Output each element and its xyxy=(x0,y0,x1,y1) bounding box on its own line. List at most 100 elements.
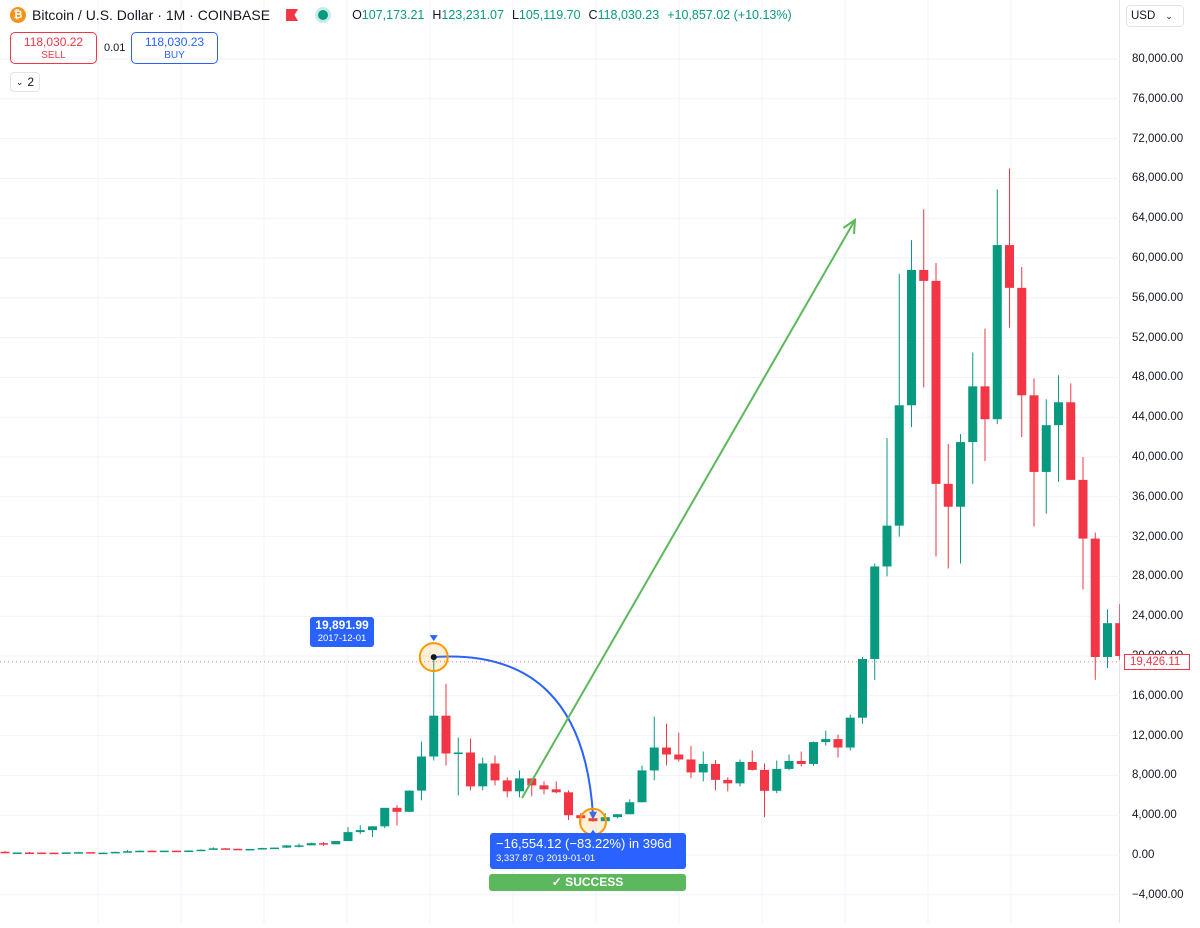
candle-body xyxy=(625,802,635,815)
candle xyxy=(845,714,855,751)
candle xyxy=(894,273,904,537)
candle xyxy=(270,847,279,850)
close-value: 118,030.23 xyxy=(597,8,660,22)
candle-body xyxy=(833,739,843,748)
candle-body xyxy=(404,790,414,812)
candle-body xyxy=(233,848,243,851)
candle xyxy=(0,850,10,854)
high-label: H xyxy=(432,8,442,22)
candle xyxy=(625,799,635,815)
y-tick-label: 4,000.00 xyxy=(1132,809,1177,822)
indicators-toggle[interactable]: ⌄ 2 xyxy=(10,72,40,92)
candle xyxy=(441,683,451,766)
sell-button[interactable]: 118,030.22 SELL xyxy=(10,32,97,64)
success-badge: ✓ SUCCESS xyxy=(489,874,686,891)
candle-body xyxy=(147,850,157,853)
high-value: 123,231.07 xyxy=(441,8,504,22)
candle xyxy=(61,852,71,854)
candle xyxy=(257,847,267,850)
candle-body xyxy=(466,752,475,787)
high-annotation-value: 19,891.99 xyxy=(315,618,369,632)
candle-body xyxy=(796,760,806,764)
drawdown-arc xyxy=(433,655,594,816)
y-tick-label: 48,000.00 xyxy=(1132,371,1184,384)
candle xyxy=(159,850,169,853)
high-marker-pointer xyxy=(429,635,438,642)
currency-label: USD xyxy=(1131,10,1156,22)
bitcoin-icon: ₿ xyxy=(10,7,26,23)
candle xyxy=(760,763,769,818)
candle-body xyxy=(711,763,720,780)
projection-arrowhead xyxy=(842,218,857,235)
candle-body xyxy=(282,845,292,848)
candle xyxy=(515,770,524,798)
candle xyxy=(747,750,757,771)
candle xyxy=(551,781,561,794)
candle xyxy=(368,826,377,838)
candle xyxy=(674,732,684,762)
candle xyxy=(135,850,145,853)
candle xyxy=(282,845,292,849)
candle-body xyxy=(772,768,782,791)
candle-body xyxy=(355,830,365,833)
candle-body xyxy=(490,763,500,781)
candle-body xyxy=(760,769,769,791)
candle xyxy=(686,746,696,779)
candle-body xyxy=(649,747,659,771)
ohlc-readout: O107,173.21 H123,231.07 L105,119.70 C118… xyxy=(352,8,792,22)
candle xyxy=(343,827,353,842)
candle-body xyxy=(184,850,194,853)
candle xyxy=(649,716,659,781)
candle xyxy=(404,790,414,813)
sell-label: SELL xyxy=(41,50,66,61)
candle-body xyxy=(25,852,34,855)
arc-arrowhead xyxy=(589,811,597,820)
candle-body xyxy=(613,814,622,818)
candle xyxy=(502,777,512,798)
candle xyxy=(735,759,745,787)
candle-body xyxy=(417,756,426,791)
open-label: O xyxy=(352,8,362,22)
y-tick-label: 0.00 xyxy=(1132,849,1155,861)
candle-body xyxy=(1078,479,1088,539)
last-price-label: 19,426.11 xyxy=(1124,653,1190,670)
candle-body xyxy=(123,851,132,853)
candle xyxy=(1103,609,1112,668)
candle-body xyxy=(0,851,10,854)
candle xyxy=(221,848,230,850)
y-tick-label: 72,000.00 xyxy=(1132,132,1184,145)
chart-plot-area[interactable] xyxy=(0,0,1137,923)
candle xyxy=(49,852,59,855)
candle-body xyxy=(441,715,451,754)
high-annotation-label[interactable]: 19,891.99 2017-12-01 xyxy=(310,617,374,647)
candle-body xyxy=(12,852,22,855)
candle xyxy=(355,825,365,835)
candle-body xyxy=(331,841,341,845)
candle-body xyxy=(502,780,512,792)
currency-selector[interactable]: USD ⌄ xyxy=(1126,5,1184,27)
candle-body xyxy=(894,405,904,526)
candle xyxy=(417,741,426,801)
y-tick-label: 28,000.00 xyxy=(1132,570,1184,583)
y-tick-label: 52,000.00 xyxy=(1132,331,1184,344)
candle-body xyxy=(86,852,96,854)
candle xyxy=(1115,604,1125,660)
candle-body xyxy=(1115,623,1125,656)
candle-body xyxy=(747,761,757,770)
candle-body xyxy=(662,747,671,755)
drawdown-annotation-label[interactable]: −16,554.12 (−83.22%) in 396d 3,337.87 ◷ … xyxy=(490,833,686,869)
candle xyxy=(637,765,647,803)
close-label: C xyxy=(588,8,598,22)
y-tick-label: 40,000.00 xyxy=(1132,451,1184,463)
candle-body xyxy=(1041,425,1051,472)
price-axis[interactable]: −4,000.00 0.00 4,000.00 8,000.00 12,000.00 16… xyxy=(1120,0,1200,923)
symbol-title[interactable]: Bitcoin / U.S. Dollar · 1M · COINBASE xyxy=(32,7,271,23)
buy-button[interactable]: 118,030.23 BUY xyxy=(131,32,218,64)
candle xyxy=(564,790,573,821)
candle xyxy=(833,734,843,758)
candle xyxy=(907,240,916,428)
candle xyxy=(233,848,243,851)
flag-icon[interactable] xyxy=(286,9,299,21)
candle-body xyxy=(1029,395,1039,472)
candlestick-chart[interactable] xyxy=(0,0,1137,923)
